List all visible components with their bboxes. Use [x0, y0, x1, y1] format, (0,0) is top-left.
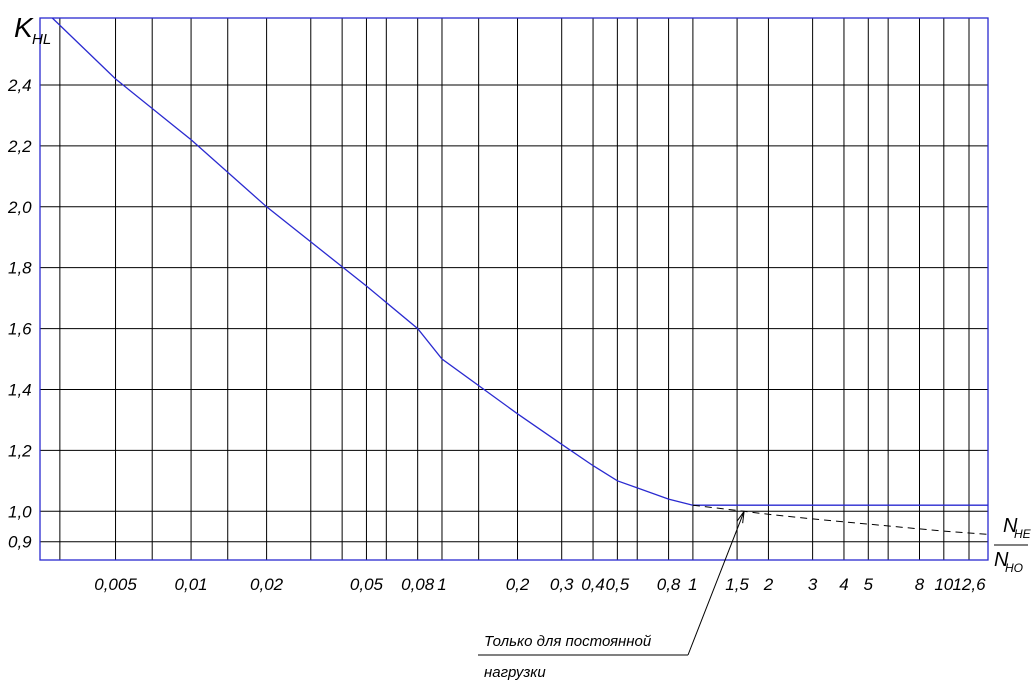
x-tick-label: 3 [808, 575, 818, 594]
x-tick-label: 8 [915, 575, 925, 594]
x-tick-label: 4 [839, 575, 848, 594]
x-axis-label-denominator: N [994, 549, 1009, 571]
y-axis-label-main: K [14, 12, 34, 43]
annotation-text-line2: нагрузки [484, 664, 546, 681]
kl-curve-line [51, 17, 694, 506]
x-tick-label: 10 [934, 575, 953, 594]
x-axis-label-numerator: N [1003, 515, 1018, 537]
x-tick-label: 0,3 [550, 575, 574, 594]
y-tick-label: 1,8 [8, 259, 32, 278]
annotation-arrowhead-left [742, 511, 745, 524]
dashed-series-line [692, 504, 989, 535]
x-tick-label: 1 [688, 575, 697, 594]
x-axis-label: N HE N HO [994, 515, 1032, 575]
y-tick-label: 1,2 [8, 441, 32, 460]
annotation-text-line1: Только для постоянной [484, 633, 652, 650]
series-layer [51, 17, 989, 535]
annotation-leader-line [687, 511, 745, 656]
x-tick-label: 0,8 [657, 575, 681, 594]
y-axis-label-sub: HL [32, 31, 51, 48]
annotation: Только для постоянной нагрузки [478, 510, 745, 681]
x-tick-label: 2 [763, 575, 774, 594]
x-tick-label: 0,2 [506, 575, 530, 594]
y-tick-label: 1,0 [8, 502, 32, 521]
horizontal-gridlines [40, 84, 988, 543]
x-tick-label: 0,02 [250, 575, 284, 594]
x-tick-label: 0,5 [606, 575, 630, 594]
annotation-arrowhead-right [736, 510, 745, 522]
x-tick-label: 0,4 [581, 575, 605, 594]
plot-frame [39, 17, 989, 561]
y-axis-label: K HL [14, 12, 51, 48]
x-tick-label: 1,5 [725, 575, 749, 594]
vertical-gridlines [59, 18, 970, 560]
x-tick-label: 5 [864, 575, 874, 594]
y-tick-label: 1,4 [8, 380, 32, 399]
x-tick-labels: 0,005 0,01 0,02 0,05 0,08 1 0,2 0,3 0,4 0,5 0,8 1 1,… [94, 575, 986, 594]
y-tick-label: 2,2 [7, 137, 32, 156]
x-tick-label: 0,08 [401, 575, 435, 594]
x-tick-label: 0,01 [175, 575, 208, 594]
y-tick-label: 2,4 [7, 76, 32, 95]
x-tick-label: 1 [437, 575, 446, 594]
y-tick-label: 0,9 [8, 533, 32, 552]
y-tick-labels: 2,4 2,2 2,0 1,8 1,6 1,4 1,2 1,0 0,9 [7, 76, 32, 552]
x-axis-label-numerator-sub: HE [1014, 527, 1032, 541]
x-tick-label: 0,05 [350, 575, 384, 594]
x-tick-label: 0,005 [94, 575, 137, 594]
y-tick-label: 2,0 [7, 198, 32, 217]
x-tick-label: 12,6 [952, 575, 986, 594]
x-axis-label-denominator-sub: HO [1005, 561, 1023, 575]
y-tick-label: 1,6 [8, 320, 32, 339]
